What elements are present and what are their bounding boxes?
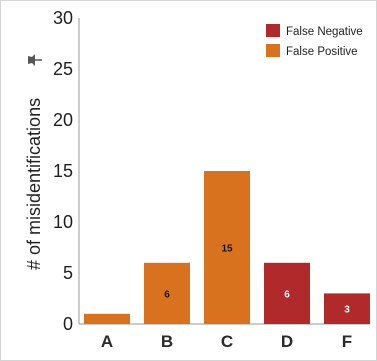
y-tick-label: 0: [63, 314, 73, 334]
bar-b[interactable]: [144, 262, 190, 324]
y-axis-title-group: # of misidentifications: [24, 98, 44, 270]
legend: False Negative False Positive: [266, 24, 363, 58]
legend-label-false-negative: False Negative: [286, 26, 363, 38]
x-tick-label-a: A: [101, 332, 113, 351]
y-tick-label: 15: [53, 161, 73, 181]
y-tick-label: 30: [53, 8, 73, 28]
x-tick-label-f: F: [342, 332, 352, 351]
bar-a[interactable]: [84, 313, 130, 324]
x-tick-label-c: C: [221, 332, 233, 351]
bar-c[interactable]: [204, 171, 250, 324]
legend-label-false-positive: False Positive: [286, 46, 358, 58]
y-tick-label: 20: [53, 110, 73, 130]
legend-swatch-false-positive: [266, 44, 280, 57]
bar-value-label-d: 6: [284, 289, 290, 300]
y-tick-label: 25: [53, 59, 73, 79]
value-labels: 6 15 6 3: [164, 244, 350, 316]
pin-icon[interactable]: [28, 54, 42, 66]
y-tick-label: 10: [53, 212, 73, 232]
bar-d[interactable]: [264, 262, 310, 324]
legend-swatch-false-negative: [266, 24, 280, 37]
y-axis-title: # of misidentifications: [24, 98, 44, 270]
bar-value-label-f: 3: [344, 305, 350, 316]
bar-f[interactable]: [324, 293, 370, 324]
bars: [84, 171, 370, 324]
x-tick-label-d: D: [281, 332, 293, 351]
bar-value-label-b: 6: [164, 289, 170, 300]
x-tick-label-b: B: [161, 332, 173, 351]
y-tick-label: 5: [63, 263, 73, 283]
bar-value-label-c: 15: [221, 244, 233, 255]
y-ticks: 0 5 10 15 20 25 30: [53, 8, 73, 334]
